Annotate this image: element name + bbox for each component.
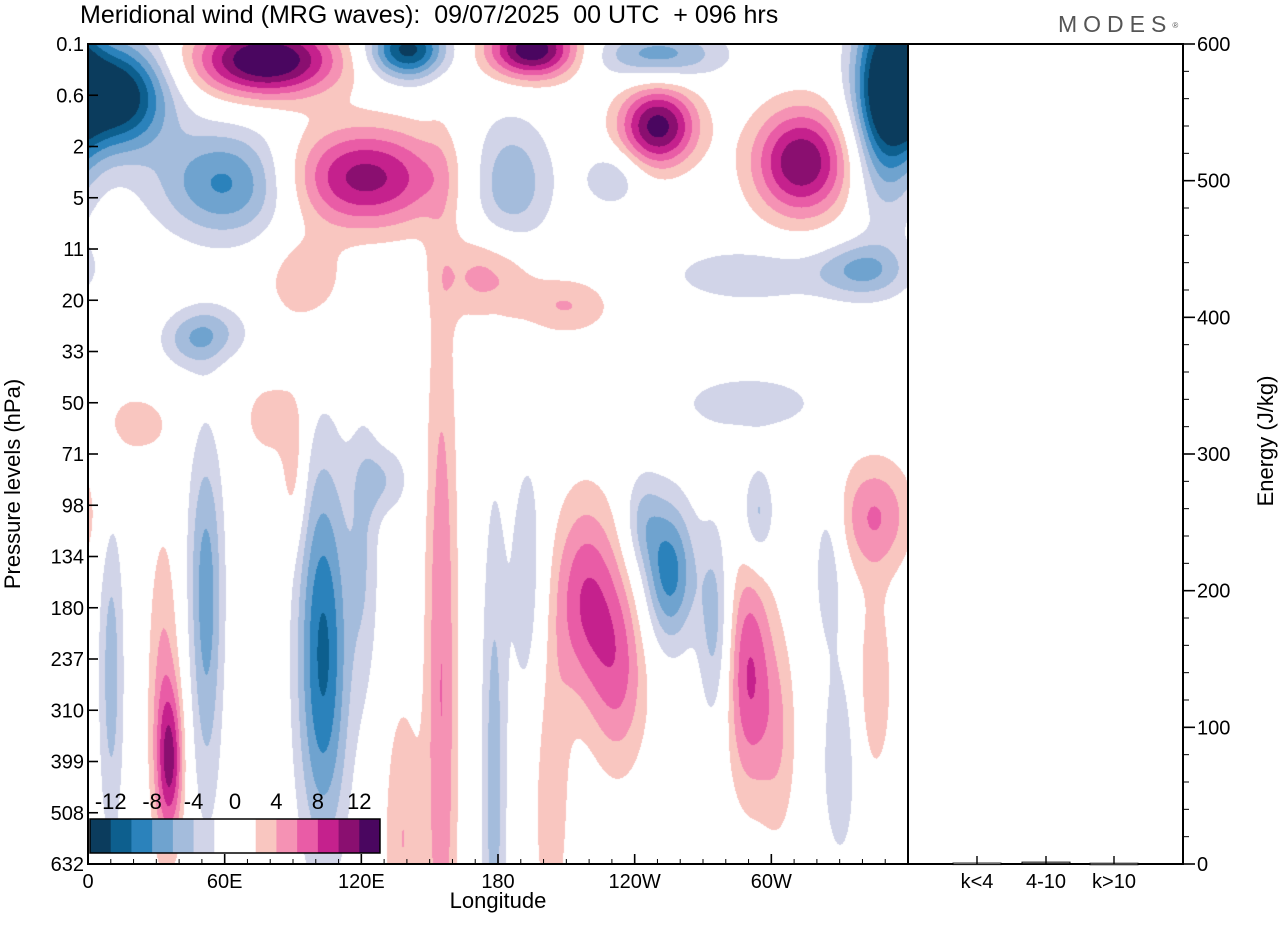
colorbar-label: -4	[184, 789, 204, 814]
colorbar-swatch	[193, 819, 215, 853]
colorbar-label: -12	[95, 789, 127, 814]
x-tick-label: 0	[82, 871, 93, 893]
y-tick-label: 237	[51, 649, 84, 671]
y-tick-label: 50	[62, 393, 84, 415]
colorbar-swatch	[152, 819, 174, 853]
colorbar-swatch	[359, 819, 381, 853]
x-tick-label: 60W	[751, 871, 792, 893]
y-tick-label: 11	[63, 239, 84, 261]
energy-category-label: k>10	[1092, 871, 1136, 893]
energy-category-label: 4-10	[1026, 871, 1066, 893]
x-tick-label: 120E	[338, 871, 385, 893]
contour-image	[88, 44, 908, 864]
y-tick-label: 5	[73, 188, 84, 210]
colorbar-swatch	[297, 819, 319, 853]
y-tick-label: 20	[62, 290, 84, 312]
x-tick-label: 60E	[207, 871, 243, 893]
energy-axis-label: Energy (J/kg)	[1253, 376, 1278, 507]
y-tick-label: 310	[51, 700, 84, 722]
y-tick-label: 0.6	[56, 85, 84, 107]
colorbar-swatch	[338, 819, 360, 853]
energy-category-label: k<4	[961, 871, 994, 893]
colorbar-swatch	[235, 819, 257, 853]
contour-field	[88, 44, 908, 864]
y-tick-label: 0.1	[56, 34, 84, 56]
colorbar-swatch	[110, 819, 132, 853]
modes-logo: MODES®	[1058, 10, 1178, 38]
colorbar-swatch	[90, 819, 112, 853]
energy-tick-label: 0	[1197, 854, 1208, 876]
x-tick-label: 120W	[609, 871, 661, 893]
y-tick-label: 508	[51, 803, 84, 825]
energy-tick-label: 300	[1197, 444, 1230, 466]
y-tick-label: 33	[62, 342, 84, 364]
colorbar-swatch	[214, 819, 236, 853]
y-tick-label: 71	[62, 444, 84, 466]
colorbar-swatch	[131, 819, 153, 853]
colorbar-swatch	[317, 819, 339, 853]
colorbar-swatch	[276, 819, 298, 853]
colorbar-swatch	[172, 819, 194, 853]
y-tick-label: 134	[51, 547, 84, 569]
energy-tick-label: 400	[1197, 307, 1230, 329]
energy-axes: 0 100 200 300 400 500 600 Energy (J/kg) k<4 4-10 k…	[907, 34, 1278, 893]
colorbar-label: 0	[229, 789, 241, 814]
colorbar-label: 8	[312, 789, 324, 814]
y-tick-label: 98	[62, 495, 84, 517]
colorbar-label: 12	[347, 789, 371, 814]
energy-tick-label: 200	[1197, 581, 1230, 603]
x-tick-label: 180	[481, 871, 514, 893]
y-tick-label: 2	[73, 137, 84, 159]
y-tick-label: 180	[51, 598, 84, 620]
colorbar-swatch	[255, 819, 277, 853]
y-tick-label: 399	[51, 752, 84, 774]
colorbar-frame	[89, 818, 381, 854]
colorbar-label: -8	[142, 789, 162, 814]
colorbar-label: 4	[270, 789, 282, 814]
y-tick-label: 632	[51, 854, 84, 876]
main-axes: 0 60E 120E 180 120W 60W Longitude 0.1 0.6 2 5 11 20 3…	[0, 34, 909, 913]
colorbar: -12 -8 -4 0 4 8 12	[89, 789, 381, 854]
x-axis-label: Longitude	[450, 888, 547, 913]
registered-mark: ®	[1172, 21, 1179, 30]
chart-title: Meridional wind (MRG waves): 09/07/2025 …	[80, 1, 779, 29]
energy-axes-frame	[907, 43, 1184, 865]
modes-logo-text: MODES	[1058, 11, 1173, 37]
energy-tick-label: 600	[1197, 34, 1230, 56]
y-axis-label: Pressure levels (hPa)	[0, 379, 25, 589]
energy-tick-label: 100	[1197, 717, 1230, 739]
energy-tick-label: 500	[1197, 171, 1230, 193]
